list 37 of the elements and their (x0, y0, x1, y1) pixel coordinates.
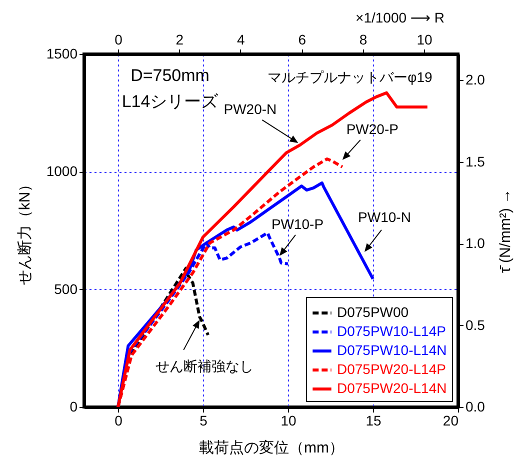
y2-tick-label: 1.0 (466, 235, 486, 252)
x2-axis-title: ×1/1000 ⟶ R (356, 10, 444, 26)
legend-label: D075PW10-L14P (337, 323, 446, 339)
y2-tick-label: 1.5 (466, 153, 486, 170)
x-tick-label: 5 (200, 412, 208, 428)
y2-tick-label: 2.0 (466, 72, 486, 88)
y-tick-label: 1000 (46, 163, 78, 180)
y2-axis-title: τ̄ (N/mm²) → (496, 188, 514, 274)
legend-label: D075PW00 (337, 304, 409, 320)
x2-tick-label: 10 (416, 32, 432, 48)
y-tick-label: 1500 (46, 46, 78, 62)
legend-label: D075PW20-L14N (337, 380, 447, 396)
annotation: マルチプルナットバーφ19 (268, 69, 433, 85)
annotation: PW10-P (271, 216, 324, 232)
annotation: PW20-P (346, 120, 398, 137)
x-tick-label: 15 (366, 412, 382, 428)
x2-tick-label: 2 (176, 32, 184, 48)
x2-tick-label: 6 (298, 32, 306, 48)
annotation: L14シリーズ (122, 92, 220, 111)
annotation: PW20-N (224, 100, 277, 117)
y-tick-label: 500 (54, 280, 78, 297)
legend-label: D075PW10-L14N (337, 342, 447, 358)
x-axis-title: 載荷点の変位（mm） (199, 440, 344, 456)
annotation: D=750mm (130, 66, 210, 85)
y2-tick-label: 0.5 (466, 316, 486, 333)
x2-tick-label: 0 (114, 32, 123, 48)
x-tick-label: 20 (442, 412, 459, 428)
legend-label: D075PW20-L14P (337, 361, 446, 377)
x-tick-label: 0 (114, 412, 123, 428)
x2-tick-label: 4 (237, 32, 245, 48)
annotation: せん断補強なし (156, 358, 254, 374)
x2-tick-label: 8 (359, 32, 368, 48)
x-tick-label: 10 (280, 412, 296, 428)
y2-tick-label: 0.0 (466, 398, 486, 414)
y-axis-title: せん断力（kN） (16, 176, 34, 286)
y-tick-label: 0 (70, 398, 78, 414)
annotation: PW10-N (358, 208, 411, 225)
